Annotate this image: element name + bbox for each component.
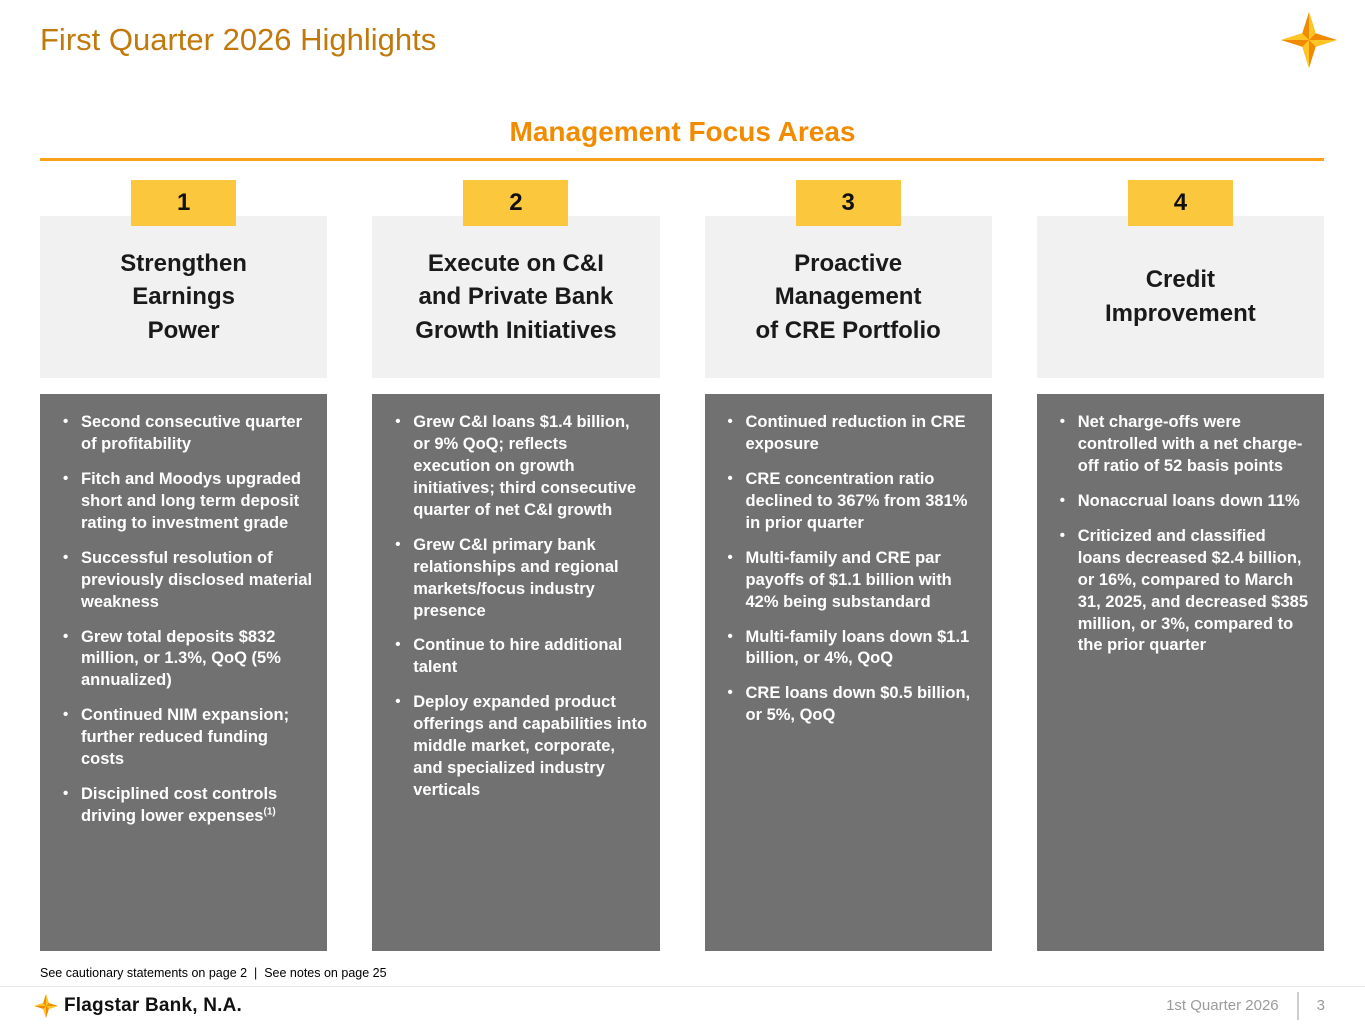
brand-logo: Flagstar Bank, N.A. [34, 993, 243, 1018]
focus-column-2: 2 Execute on C&I and Private Bank Growth… [372, 180, 660, 951]
bullet-item: Successful resolution of previously disc… [58, 548, 315, 614]
section-title: Management Focus Areas [509, 116, 856, 147]
flagstar-star-icon-small [34, 993, 58, 1018]
column-title: Execute on C&I and Private Bank Growth I… [372, 216, 660, 378]
focus-column-1: 1 Strengthen Earnings Power Second conse… [40, 180, 328, 951]
column-title: Proactive Management of CRE Portfolio [704, 216, 992, 378]
focus-columns: 1 Strengthen Earnings Power Second conse… [40, 180, 1324, 951]
column-number-badge: 1 [131, 180, 237, 226]
column-bullets: Second consecutive quarter of profitabil… [40, 394, 328, 951]
bullet-item: Deploy expanded product offerings and ca… [390, 692, 647, 802]
flagstar-star-icon [1281, 12, 1337, 68]
bullet-item: Disciplined cost controls driving lower … [58, 784, 315, 828]
bullet-item: Second consecutive quarter of profitabil… [58, 412, 315, 456]
column-bullets: Continued reduction in CRE exposure CRE … [704, 394, 992, 951]
footer-divider [1296, 991, 1299, 1020]
cautionary-footnote: See cautionary statements on page 2 | Se… [40, 966, 387, 980]
bullet-item: CRE loans down $0.5 billion, or 5%, QoQ [723, 683, 980, 727]
bullet-item: CRE concentration ratio declined to 367%… [723, 469, 980, 535]
column-title: Strengthen Earnings Power [40, 216, 328, 378]
column-number-badge: 3 [795, 180, 901, 226]
bullet-item: Continued NIM expansion; further reduced… [58, 705, 315, 771]
bullet-item: Fitch and Moodys upgraded short and long… [58, 469, 315, 535]
footnote-marker: (1) [263, 806, 276, 818]
bullet-item: Continued reduction in CRE exposure [723, 412, 980, 456]
bullet-item: Nonaccrual loans down 11% [1055, 491, 1312, 513]
page-title: First Quarter 2026 Highlights [40, 22, 437, 57]
column-number-badge: 4 [1127, 180, 1233, 226]
column-number-badge: 2 [463, 180, 569, 226]
column-title: Credit Improvement [1036, 216, 1324, 378]
bullet-item: Grew C&I primary bank relationships and … [390, 535, 647, 623]
bullet-item: Net charge-offs were controlled with a n… [1055, 412, 1312, 478]
bullet-item: Multi-family loans down $1.1 billion, or… [723, 627, 980, 671]
footer-right: 1st Quarter 2026 3 [1166, 991, 1325, 1020]
focus-column-3: 3 Proactive Management of CRE Portfolio … [704, 180, 992, 951]
bullet-item: Grew total deposits $832 million, or 1.3… [58, 627, 315, 693]
bullet-item: Criticized and classified loans decrease… [1055, 526, 1312, 658]
column-bullets: Grew C&I loans $1.4 billion, or 9% QoQ; … [372, 394, 660, 951]
column-bullets: Net charge-offs were controlled with a n… [1036, 394, 1324, 951]
bullet-text: Disciplined cost controls driving lower … [81, 785, 278, 826]
brand-name: Flagstar Bank, N.A. [64, 994, 243, 1016]
page-number: 3 [1316, 997, 1325, 1014]
bullet-item: Multi-family and CRE par payoffs of $1.1… [723, 548, 980, 614]
quarter-label: 1st Quarter 2026 [1166, 997, 1279, 1014]
footer: Flagstar Bank, N.A. 1st Quarter 2026 3 [0, 986, 1365, 1024]
bullet-item: Grew C&I loans $1.4 billion, or 9% QoQ; … [390, 412, 647, 522]
bullet-item: Continue to hire additional talent [390, 635, 647, 679]
focus-column-4: 4 Credit Improvement Net charge-offs wer… [1036, 180, 1324, 951]
section-divider [40, 158, 1324, 161]
